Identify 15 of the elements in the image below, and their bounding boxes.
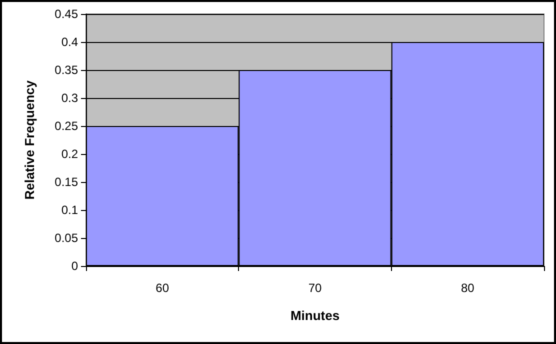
x-tick-label: 70 (308, 281, 322, 295)
x-axis-title: Minutes (290, 308, 340, 323)
x-tick-label: 80 (460, 281, 475, 295)
y-tick-label: 0.05 (54, 231, 78, 245)
y-tick-label: 0 (71, 259, 78, 273)
y-tick-label: 0.35 (54, 63, 78, 77)
x-tick-label: 60 (156, 281, 170, 295)
y-tick-label: 0.15 (54, 175, 78, 189)
y-tick-label: 0.1 (61, 203, 78, 217)
y-tick-label: 0.2 (61, 147, 78, 161)
y-tick-label: 0.4 (61, 35, 78, 49)
y-tick-label: 0.25 (54, 119, 78, 133)
y-tick-label: 0.3 (61, 91, 78, 105)
y-tick-label: 0.45 (54, 7, 78, 21)
y-axis-title: Relative Frequency (22, 80, 37, 200)
